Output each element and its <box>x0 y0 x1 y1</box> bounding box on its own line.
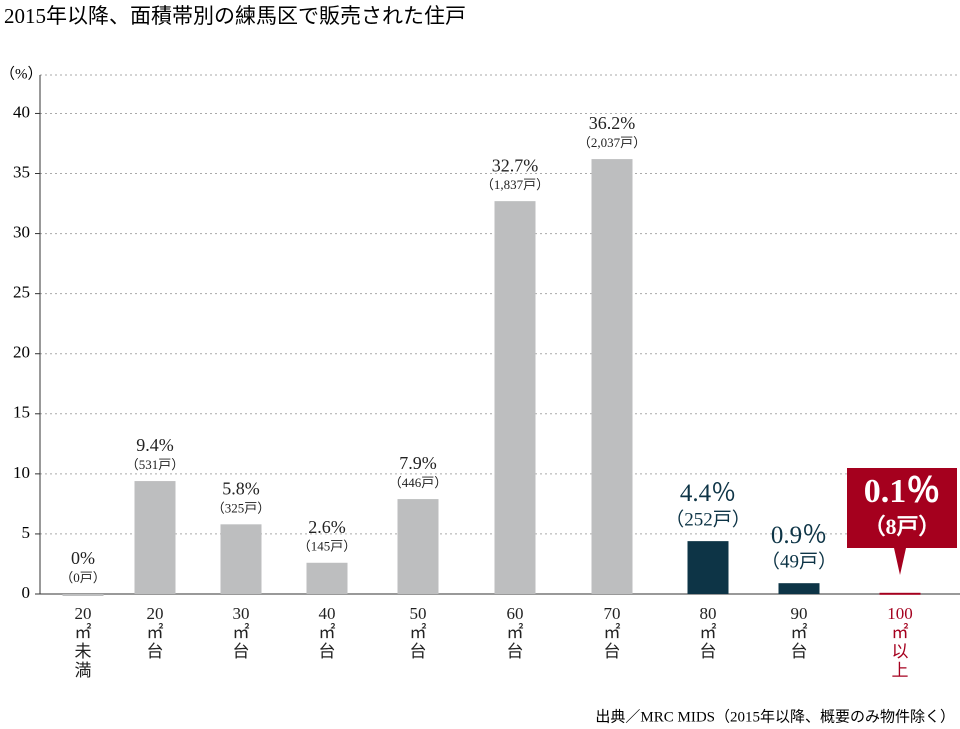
y-tick-label: 40 <box>13 102 30 121</box>
x-tick-label: 60 ㎡ 台 <box>506 604 524 661</box>
value-label: 0.9％ <box>771 522 827 549</box>
value-label: 2.6% <box>308 517 346 537</box>
y-tick-label: 0 <box>22 583 31 602</box>
x-tick-label: 20 ㎡ 台 <box>146 604 164 661</box>
bar <box>306 562 348 594</box>
bar <box>62 594 104 596</box>
value-label: 0% <box>71 548 95 568</box>
y-tick-label: 30 <box>13 222 30 241</box>
value-label: 32.7% <box>492 155 539 175</box>
y-tick-label: 35 <box>13 162 30 181</box>
y-tick-label: 20 <box>13 343 30 362</box>
unit-label: （0戸） <box>60 570 106 585</box>
bar <box>687 541 729 594</box>
x-tick-label: 70 ㎡ 台 <box>603 604 621 661</box>
bar <box>397 499 439 594</box>
unit-label: （145戸） <box>298 539 357 554</box>
bar <box>591 159 633 594</box>
value-label: 36.2% <box>589 113 636 133</box>
bar <box>778 583 820 594</box>
unit-label: （1,837戸） <box>481 177 549 192</box>
bar <box>879 592 921 595</box>
x-tick-label: 40 ㎡ 台 <box>318 604 336 661</box>
unit-label: （2,037戸） <box>578 135 646 150</box>
value-label: 5.8% <box>222 478 260 498</box>
x-tick-label: 100 ㎡ 以 上 <box>887 604 913 680</box>
source: 出典／MRC MIDS（2015年以降、概要のみ物件除く） <box>595 708 955 725</box>
y-axis-label: （%） <box>0 65 43 82</box>
unit-label: （49戸） <box>761 551 837 573</box>
unit-label: （8戸） <box>863 514 940 539</box>
x-tick-label: 20 ㎡ 未 満 <box>74 604 92 680</box>
y-tick-label: 15 <box>13 403 30 422</box>
x-tick-label: 50 ㎡ 台 <box>409 604 427 661</box>
value-label: 9.4% <box>136 435 174 455</box>
chart-title: 2015年以降、面積帯別の練馬区で販売された住戸 <box>4 4 466 28</box>
y-tick-label: 10 <box>13 463 30 482</box>
value-label: 0.1％ <box>864 473 941 510</box>
unit-label: （252戸） <box>665 508 751 530</box>
y-tick-label: 5 <box>22 523 31 542</box>
unit-label: （531戸） <box>126 457 185 472</box>
unit-label: （325戸） <box>212 500 271 515</box>
x-tick-label: 30 ㎡ 台 <box>232 604 250 661</box>
y-tick-label: 25 <box>13 283 30 302</box>
unit-label: （446戸） <box>389 475 448 490</box>
value-label: 4.4％ <box>680 480 736 507</box>
bar <box>134 481 176 594</box>
bar <box>494 201 536 595</box>
x-tick-label: 80 ㎡ 台 <box>699 604 717 661</box>
x-tick-label: 90 ㎡ 台 <box>790 604 808 661</box>
bar <box>220 524 262 594</box>
callout-box <box>847 468 957 575</box>
value-label: 7.9% <box>399 453 437 473</box>
